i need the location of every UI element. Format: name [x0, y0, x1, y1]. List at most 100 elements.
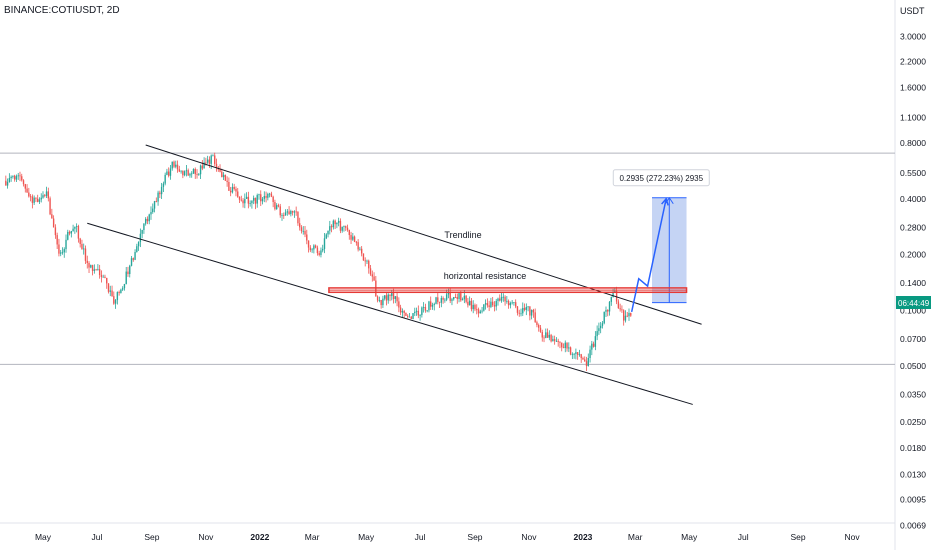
candle: [136, 243, 138, 253]
candle: [438, 301, 441, 308]
candle: [70, 230, 73, 238]
candle: [383, 295, 386, 301]
candle: [589, 345, 591, 363]
x-tick-label: May: [358, 532, 375, 542]
channel-bottom-line[interactable]: [87, 222, 693, 405]
candle: [252, 195, 255, 205]
candle: [153, 200, 156, 213]
y-tick-label: 3.0000: [900, 32, 926, 42]
candle: [369, 264, 372, 276]
candle: [164, 172, 166, 186]
candle: [433, 302, 435, 311]
candle: [474, 303, 476, 312]
candle: [621, 305, 623, 313]
candle: [254, 197, 257, 210]
candle: [121, 286, 124, 292]
candle: [302, 226, 304, 235]
candle: [144, 217, 147, 226]
candle: [562, 343, 565, 349]
candle: [426, 310, 428, 313]
candle: [435, 296, 437, 305]
projection-path[interactable]: [630, 198, 667, 313]
candle: [622, 309, 625, 326]
candle: [461, 297, 464, 301]
candle: [578, 349, 581, 357]
candle: [281, 213, 283, 221]
candle: [109, 285, 111, 297]
candle: [45, 186, 48, 198]
candle: [107, 283, 110, 294]
candle: [240, 195, 242, 202]
x-tick-label: Sep: [144, 532, 159, 542]
y-tick-label: 1.6000: [900, 82, 926, 92]
candle: [167, 167, 170, 178]
candle: [343, 225, 345, 232]
candle: [389, 294, 391, 302]
candle: [607, 309, 609, 317]
x-tick-label: Jul: [415, 532, 426, 542]
candle: [491, 296, 494, 307]
candle: [242, 198, 244, 208]
candle: [514, 299, 517, 309]
candle: [270, 191, 273, 198]
candle: [313, 244, 315, 254]
candle: [260, 190, 262, 207]
x-tick-label: Nov: [521, 532, 537, 542]
candle: [585, 356, 588, 371]
candle: [323, 233, 326, 254]
candle: [552, 335, 554, 342]
horizontal-resistance-label: horizontal resistance: [444, 271, 527, 281]
candle: [72, 224, 74, 232]
candle: [224, 174, 227, 181]
candle: [155, 197, 158, 203]
candle: [520, 308, 522, 317]
candle: [601, 321, 604, 329]
candle: [550, 333, 552, 343]
candle: [226, 176, 228, 187]
candle: [516, 306, 519, 316]
x-tick-label: May: [681, 532, 698, 542]
y-tick-label: 0.0130: [900, 469, 926, 479]
candle: [564, 340, 566, 353]
candle: [231, 183, 234, 194]
candle: [566, 342, 568, 352]
trendline[interactable]: [145, 144, 702, 325]
candle: [17, 172, 19, 180]
candle: [198, 173, 200, 176]
candle: [150, 206, 152, 220]
measure-label-box: [612, 169, 710, 187]
candle: [337, 217, 340, 227]
candle: [221, 168, 223, 178]
candle: [272, 195, 274, 208]
candle: [244, 193, 246, 209]
x-tick-label: Mar: [628, 532, 643, 542]
candle: [137, 241, 140, 251]
candle: [513, 302, 515, 306]
x-tick-label: Nov: [198, 532, 214, 542]
candle: [527, 306, 529, 312]
candle: [146, 216, 149, 225]
candle: [419, 314, 421, 321]
candle: [58, 238, 60, 257]
candle: [559, 341, 561, 349]
candle: [201, 160, 204, 171]
candle: [183, 170, 186, 177]
candle: [495, 298, 497, 311]
candle: [481, 307, 483, 314]
candle: [160, 182, 163, 199]
candle: [500, 292, 503, 303]
candle: [368, 259, 370, 274]
candle: [408, 312, 411, 318]
candle: [283, 212, 285, 219]
candle: [628, 308, 630, 321]
candle: [410, 315, 412, 320]
candle: [196, 169, 198, 179]
candle: [580, 353, 582, 363]
candle: [290, 209, 292, 217]
candle: [316, 245, 319, 256]
symbol-label: BINANCE:COTIUSDT, 2D: [4, 5, 120, 16]
candle: [19, 171, 21, 182]
y-tick-label: 0.8000: [900, 138, 926, 148]
